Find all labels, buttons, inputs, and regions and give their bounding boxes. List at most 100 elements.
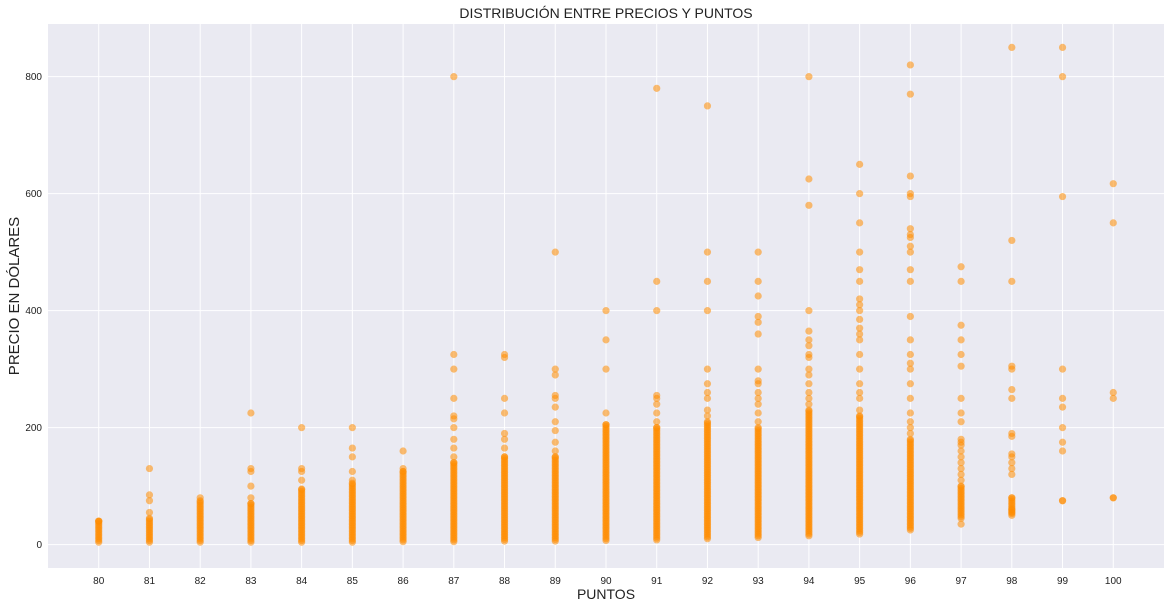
scatter-point — [754, 388, 762, 397]
scatter-point — [1058, 43, 1067, 51]
scatter-point — [450, 350, 458, 359]
scatter-point — [653, 409, 661, 417]
scatter-point — [298, 424, 306, 432]
scatter-point — [957, 459, 965, 467]
scatter-point — [348, 453, 356, 461]
scatter-point — [298, 476, 306, 484]
scatter-point — [906, 190, 914, 198]
scatter-point — [906, 380, 914, 388]
scatter-point — [856, 336, 864, 344]
scatter-point — [805, 307, 813, 315]
scatter-point — [95, 517, 103, 525]
x-tick-label: 98 — [1006, 576, 1018, 587]
scatter-point — [1008, 505, 1016, 514]
scatter-point — [1109, 494, 1117, 502]
scatter-point — [1109, 180, 1117, 188]
scatter-point — [906, 266, 914, 274]
scatter-point — [551, 248, 559, 256]
scatter-point — [247, 500, 255, 508]
scatter-point — [450, 453, 458, 461]
y-axis-ticks: 0 200 400 600 800 — [25, 72, 42, 551]
scatter-point — [805, 394, 813, 402]
scatter-point — [906, 350, 914, 359]
scatter-point — [957, 435, 965, 443]
scatter-point — [805, 380, 813, 388]
scatter-point — [805, 365, 813, 373]
scatter-point — [551, 418, 559, 426]
scatter-point — [906, 435, 914, 443]
scatter-point — [805, 201, 813, 209]
scatter-point — [450, 444, 458, 452]
x-axis-title: PUNTOS — [577, 586, 635, 602]
scatter-point — [1008, 385, 1016, 394]
y-tick-label: 400 — [25, 306, 42, 317]
scatter-point — [754, 330, 762, 338]
scatter-point — [1058, 365, 1067, 373]
scatter-point — [500, 435, 509, 443]
scatter-point — [298, 464, 306, 473]
scatter-point — [247, 494, 255, 502]
scatter-point — [856, 412, 864, 420]
scatter-point — [1008, 362, 1016, 370]
x-tick-label: 90 — [600, 576, 612, 587]
x-tick-label: 85 — [347, 576, 359, 587]
scatter-point — [856, 380, 864, 388]
scatter-point — [500, 409, 509, 417]
scatter-point — [805, 73, 813, 81]
data-points — [95, 43, 1117, 546]
scatter-point — [906, 365, 914, 373]
scatter-point — [1008, 450, 1016, 458]
scatter-point — [856, 406, 864, 414]
scatter-point — [348, 467, 356, 476]
scatter-point — [1008, 494, 1016, 502]
scatter-point — [1008, 236, 1016, 245]
scatter-point — [856, 190, 864, 198]
scatter-point — [856, 324, 864, 332]
scatter-point — [602, 307, 610, 315]
scatter-point — [957, 453, 965, 461]
scatter-point — [247, 482, 255, 490]
x-tick-label: 86 — [398, 576, 410, 587]
x-tick-label: 89 — [550, 576, 562, 587]
scatter-point — [247, 409, 255, 417]
scatter-point — [703, 418, 712, 426]
scatter-point — [805, 400, 813, 408]
y-tick-label: 800 — [25, 72, 42, 83]
scatter-point — [703, 406, 712, 414]
scatter-point — [754, 318, 762, 326]
scatter-point — [957, 336, 965, 344]
scatter-point — [754, 365, 762, 373]
scatter-point — [856, 295, 864, 303]
scatter-point — [703, 388, 712, 397]
scatter-point — [653, 391, 661, 400]
x-tick-label: 91 — [651, 576, 663, 587]
scatter-point — [653, 84, 661, 92]
scatter-point — [856, 388, 864, 397]
x-tick-label: 100 — [1105, 576, 1122, 587]
scatter-point — [145, 464, 154, 473]
y-axis-title: PRECIO EN DÓLARES — [6, 217, 23, 375]
scatter-point — [551, 391, 559, 400]
scatter-point — [602, 409, 610, 417]
scatter-point — [1008, 429, 1016, 438]
scatter-point — [906, 424, 914, 432]
scatter-point — [1008, 394, 1016, 402]
x-tick-label: 81 — [144, 576, 156, 587]
scatter-point — [1109, 394, 1117, 402]
scatter-point — [957, 464, 965, 473]
scatter-point — [906, 336, 914, 344]
scatter-point — [754, 400, 762, 408]
x-tick-label: 99 — [1057, 576, 1069, 587]
scatter-point — [856, 266, 864, 274]
x-tick-label: 95 — [854, 576, 866, 587]
scatter-point — [957, 350, 965, 359]
scatter-point — [551, 453, 559, 461]
scatter-point — [602, 421, 610, 429]
scatter-point — [957, 476, 965, 484]
scatter-point — [856, 394, 864, 402]
scatter-point — [805, 388, 813, 397]
scatter-point — [957, 321, 965, 329]
x-tick-label: 93 — [753, 576, 765, 587]
scatter-point — [957, 409, 965, 417]
